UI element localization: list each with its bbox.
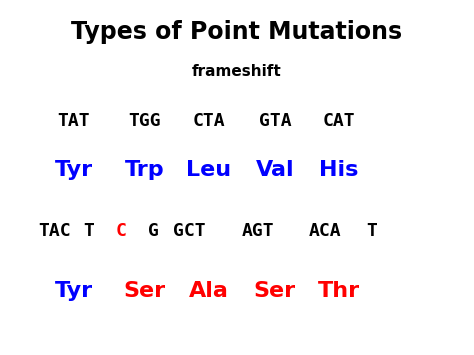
Text: CTA: CTA — [192, 112, 225, 130]
Text: TAT: TAT — [57, 112, 90, 130]
Text: Tyr: Tyr — [55, 160, 92, 180]
Text: AGT: AGT — [242, 222, 274, 240]
Text: G: G — [148, 222, 158, 240]
Text: Leu: Leu — [186, 160, 231, 180]
Text: Ala: Ala — [189, 281, 228, 301]
Text: C: C — [116, 222, 126, 240]
Text: Val: Val — [255, 160, 294, 180]
Text: T: T — [367, 222, 377, 240]
Text: GCT: GCT — [173, 222, 206, 240]
Text: T: T — [83, 222, 94, 240]
Text: Ser: Ser — [254, 281, 296, 301]
Text: frameshift: frameshift — [192, 64, 282, 78]
Text: CAT: CAT — [323, 112, 355, 130]
Text: TGG: TGG — [128, 112, 161, 130]
Text: Trp: Trp — [125, 160, 164, 180]
Text: GTA: GTA — [259, 112, 291, 130]
Text: Types of Point Mutations: Types of Point Mutations — [72, 20, 402, 44]
Text: ACA: ACA — [309, 222, 341, 240]
Text: Tyr: Tyr — [55, 281, 92, 301]
Text: TAC: TAC — [38, 222, 71, 240]
Text: His: His — [319, 160, 359, 180]
Text: Thr: Thr — [318, 281, 360, 301]
Text: Ser: Ser — [124, 281, 165, 301]
